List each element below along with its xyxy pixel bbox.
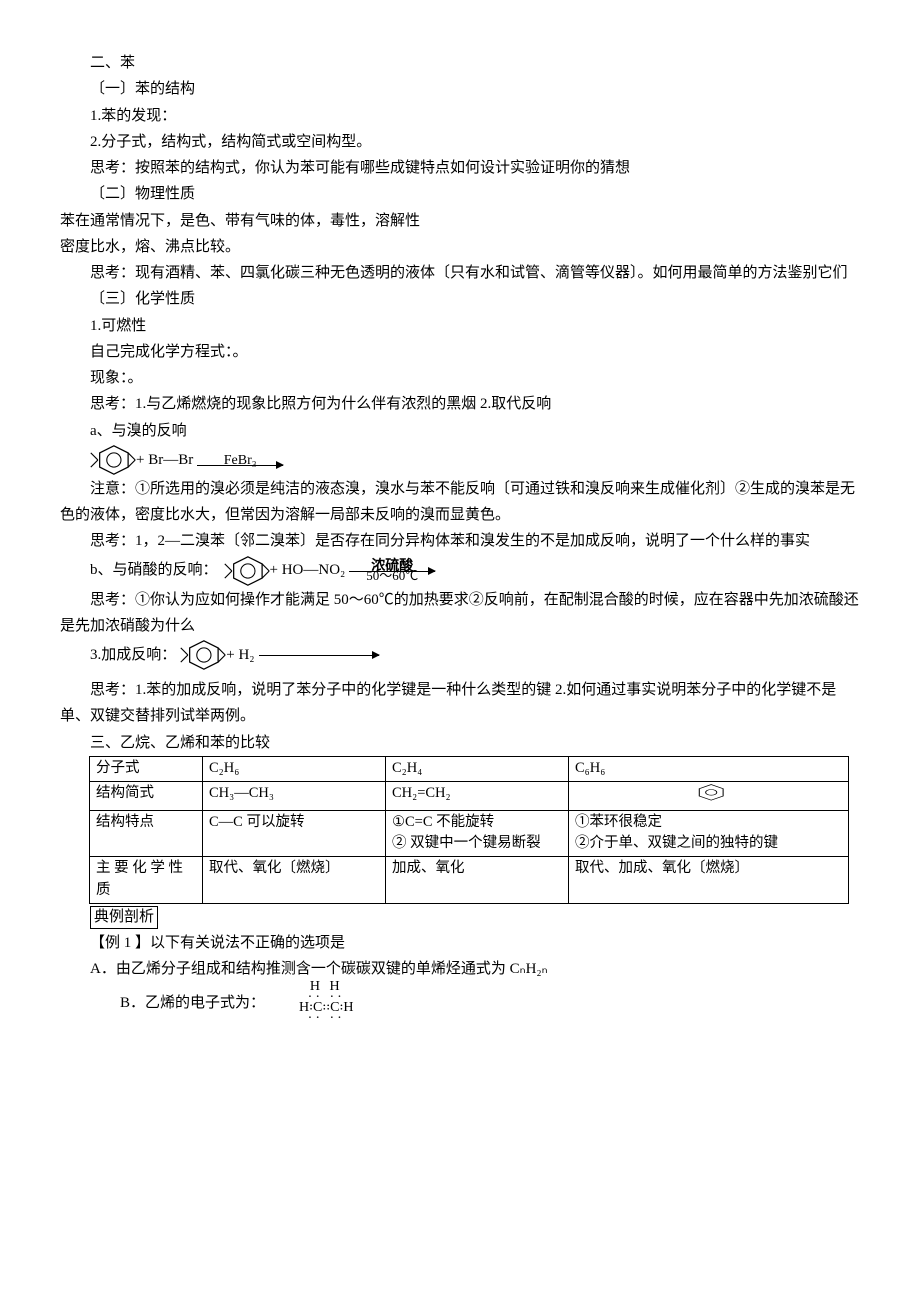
- think-prompt: 思考：1.苯的加成反响，说明了苯分子中的化学键是一种什么类型的键 2.如何通过事…: [60, 677, 860, 730]
- text: 苯在通常情况下，是色、带有气味的体，毒性，溶解性: [60, 208, 860, 234]
- electron-formula: H H ·· ·· H꞉C꞉꞉C꞉H ·· ··: [269, 982, 353, 1024]
- option-b-label: B．乙烯的电子式为：: [90, 990, 265, 1016]
- table-cell: 结构简式: [90, 781, 203, 810]
- table-cell: C₆H₆: [569, 756, 849, 781]
- table-cell: 结构特点: [90, 810, 203, 857]
- text: 自己完成化学方程式：。: [60, 339, 860, 365]
- table-row: 结构简式 CH₃—CH₃ CH₂=CH₂: [90, 781, 849, 810]
- text: 1.苯的发现：: [60, 103, 860, 129]
- equation-text: + HO—NO₂: [270, 557, 346, 583]
- section-3-title: 三、乙烷、乙烯和苯的比较: [60, 730, 860, 756]
- subsection-2-title: 〔二〕物理性质: [60, 181, 860, 207]
- example-1: 【例 1 】以下有关说法不正确的选项是: [60, 930, 860, 956]
- benzene-icon: [90, 444, 136, 476]
- reaction-arrow: [259, 655, 379, 656]
- equation-text: + Br—Br: [136, 447, 193, 473]
- benzene-icon: [687, 783, 731, 809]
- table-cell: 加成、氧化: [386, 857, 569, 904]
- think-prompt: 思考：1.与乙烯燃烧的现象比照方何为什么伴有浓烈的黑烟 2.取代反响: [60, 391, 860, 417]
- equation-addition: 3.加成反响： + H₂: [90, 639, 860, 671]
- table-cell: 取代、加成、氧化〔燃烧〕: [569, 857, 849, 904]
- note-text: 注意：①所选用的溴必须是纯洁的液态溴，溴水与苯不能反响〔可通过铁和溴反响来生成催…: [60, 476, 860, 529]
- text: 密度比水，熔、沸点比较。: [60, 234, 860, 260]
- table-row: 结构特点 C—C 可以旋转 ①C=C 不能旋转 ② 双键中一个键易断裂 ①苯环很…: [90, 810, 849, 857]
- table-cell: C₂H₄: [386, 756, 569, 781]
- table-cell: 分子式: [90, 756, 203, 781]
- comparison-table: 分子式 C₂H₆ C₂H₄ C₆H₆ 结构简式 CH₃—CH₃ CH₂=CH₂ …: [89, 756, 849, 904]
- think-prompt: 思考：①你认为应如何操作才能满足 50～60℃的加热要求②反响前，在配制混合酸的…: [60, 587, 860, 640]
- label-3: 3.加成反响：: [90, 642, 176, 668]
- reaction-arrow: 浓硫酸 50～60℃: [349, 560, 435, 582]
- label-b: b、与硝酸的反响：: [90, 557, 218, 583]
- table-cell: 主 要 化 学 性质: [90, 857, 203, 904]
- table-row: 主 要 化 学 性质 取代、氧化〔燃烧〕 加成、氧化 取代、加成、氧化〔燃烧〕: [90, 857, 849, 904]
- equation-text: + H₂: [226, 642, 254, 668]
- table-cell: C₂H₆: [203, 756, 386, 781]
- subsection-1-title: 〔一〕苯的结构: [60, 76, 860, 102]
- equation-bromine: + Br—Br FeBr₃: [90, 444, 860, 476]
- equation-nitration: b、与硝酸的反响： + HO—NO₂ 浓硫酸 50～60℃: [90, 555, 860, 587]
- option-a: A．由乙烯分子组成和结构推测含一个碳碳双键的单烯烃通式为 CₙH₂ₙ: [60, 956, 860, 982]
- text: 1.可燃性: [60, 313, 860, 339]
- think-prompt: 思考：按照苯的结构式，你认为苯可能有哪些成键特点如何设计实验证明你的猜想: [60, 155, 860, 181]
- table-cell: ①C=C 不能旋转 ② 双键中一个键易断裂: [386, 810, 569, 857]
- benzene-icon: [180, 639, 226, 671]
- table-cell: 取代、氧化〔燃烧〕: [203, 857, 386, 904]
- table-cell: CH₂=CH₂: [386, 781, 569, 810]
- table-cell: ①苯环很稳定 ②介于单、双键之间的独特的键: [569, 810, 849, 857]
- text: a、与溴的反响: [60, 418, 860, 444]
- section-2-title: 二、苯: [60, 50, 860, 76]
- think-prompt: 思考：现有酒精、苯、四氯化碳三种无色透明的液体〔只有水和试管、滴管等仪器〕。如何…: [60, 260, 860, 286]
- subsection-3-title: 〔三〕化学性质: [60, 286, 860, 312]
- table-cell: C—C 可以旋转: [203, 810, 386, 857]
- table-cell: [569, 781, 849, 810]
- text: 现象：。: [60, 365, 860, 391]
- table-cell: CH₃—CH₃: [203, 781, 386, 810]
- reaction-arrow: FeBr₃: [197, 454, 283, 466]
- table-row: 分子式 C₂H₆ C₂H₄ C₆H₆: [90, 756, 849, 781]
- text: 2.分子式，结构式，结构简式或空间构型。: [60, 129, 860, 155]
- example-section-title: 典例剖析: [90, 906, 158, 930]
- think-prompt: 思考：1，2—二溴苯〔邻二溴苯〕是否存在同分异构体苯和溴发生的不是加成反响，说明…: [60, 528, 860, 554]
- option-b: B．乙烯的电子式为： H H ·· ·· H꞉C꞉꞉C꞉H ·· ··: [90, 982, 860, 1024]
- benzene-icon: [224, 555, 270, 587]
